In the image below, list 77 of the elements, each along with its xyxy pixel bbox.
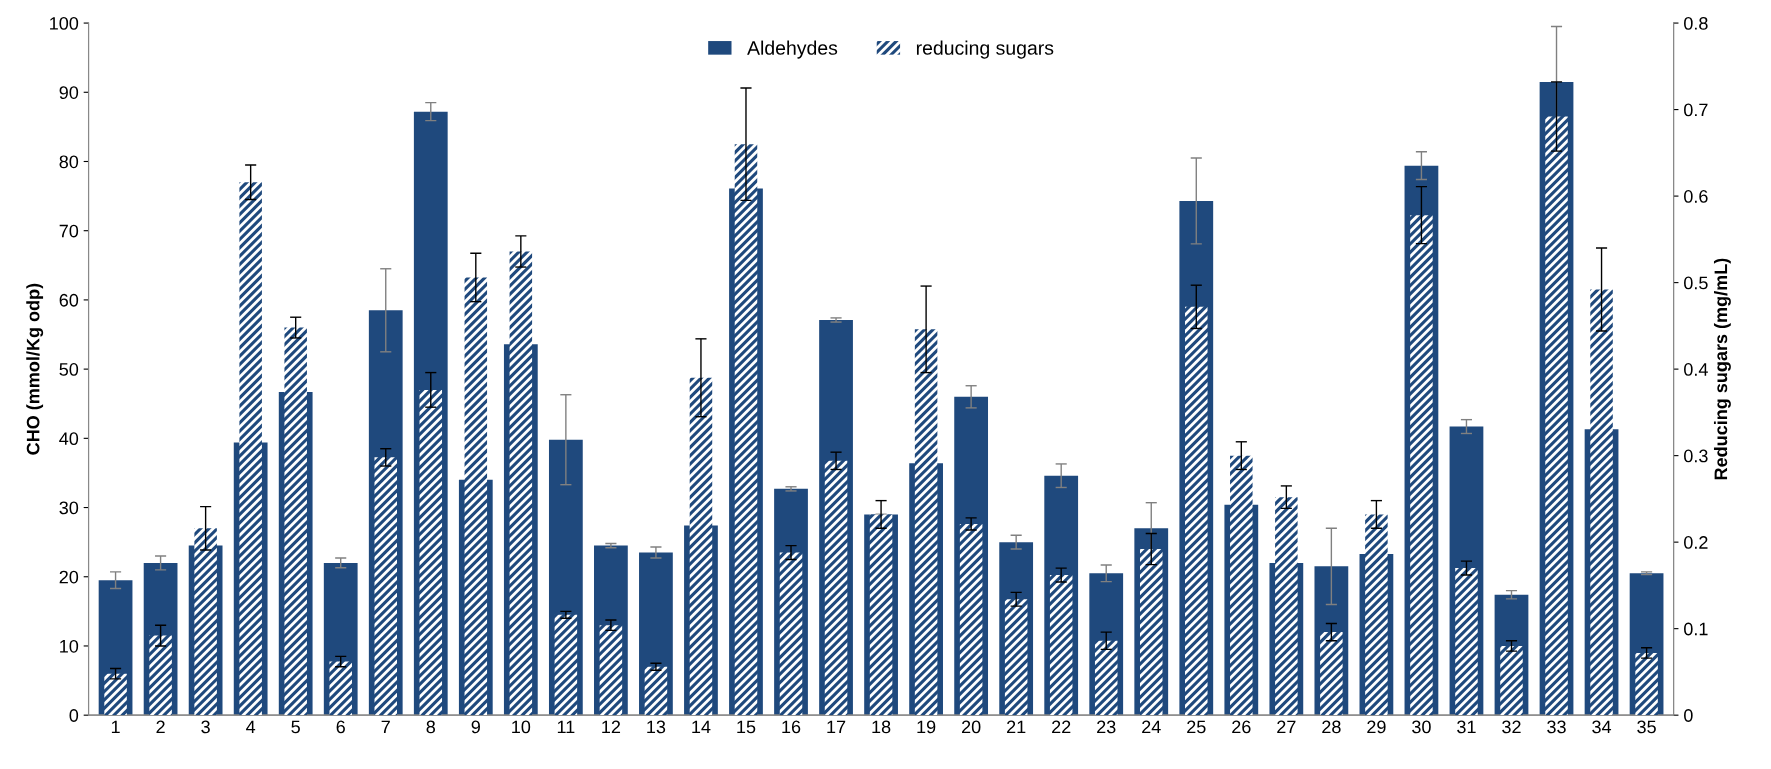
x-tick-label: 24 [1142, 720, 1161, 734]
x-tick-label: 29 [1367, 720, 1386, 734]
bar [419, 389, 443, 716]
bar [1094, 640, 1118, 716]
y-tick-label: 70 [59, 224, 79, 238]
y2-tick-label: 0.1 [1684, 622, 1708, 636]
legend-label: reducing sugars [916, 40, 1054, 59]
bar [779, 552, 803, 716]
x-tick-label: 33 [1547, 720, 1566, 734]
bar [104, 673, 127, 716]
x-tick-label: 3 [201, 720, 210, 734]
x-tick-label: 5 [291, 720, 300, 734]
x-tick-label: 22 [1052, 720, 1071, 734]
bar [329, 661, 352, 716]
y2-tick-label: 0.4 [1684, 363, 1708, 376]
x-tick-label: 28 [1322, 720, 1341, 734]
x-tick-label: 19 [917, 720, 936, 734]
bar [149, 635, 172, 716]
y2-axis-title: Reducing sugars (mg/mL) [1713, 258, 1731, 480]
bar [824, 460, 848, 716]
bar [1500, 645, 1523, 716]
bar [1049, 575, 1073, 716]
x-tick-label: 16 [782, 720, 801, 734]
bar [644, 666, 668, 716]
y-tick-label: 60 [59, 293, 79, 307]
x-tick-label: 8 [426, 720, 436, 734]
bar [1004, 599, 1028, 716]
x-tick-label: 15 [737, 720, 756, 734]
y2-tick-label: 0.2 [1684, 536, 1708, 549]
x-tick-label: 30 [1412, 720, 1431, 734]
y-tick-label: 80 [59, 155, 79, 169]
x-tick-label: 2 [156, 720, 165, 734]
x-tick-label: 21 [1007, 720, 1026, 734]
bar [554, 614, 578, 716]
legend-label: Aldehydes [747, 40, 838, 59]
x-tick-label: 17 [827, 720, 846, 734]
bar [959, 523, 983, 716]
x-tick-label: 1 [111, 720, 120, 734]
y2-tick-label: 0.3 [1684, 449, 1708, 463]
x-tick-label: 9 [471, 720, 480, 734]
x-tick-label: 13 [647, 720, 666, 734]
x-tick-label: 34 [1592, 720, 1612, 734]
bar [374, 457, 397, 716]
x-tick-label: 35 [1637, 720, 1656, 734]
y-tick-label: 20 [59, 570, 79, 584]
bar [1455, 568, 1478, 716]
y2-tick-label: 0.6 [1684, 190, 1708, 203]
y2-tick-label: 0.8 [1684, 17, 1708, 30]
x-tick-label: 12 [602, 720, 621, 734]
x-tick-label: 4 [246, 720, 256, 734]
x-tick-label: 18 [872, 720, 891, 734]
x-tick-label: 14 [692, 720, 711, 734]
y2-tick-label: 0 [1684, 709, 1693, 722]
x-tick-label: 11 [557, 720, 575, 734]
x-tick-label: 6 [336, 720, 345, 734]
x-tick-label: 32 [1502, 720, 1521, 734]
y2-tick-label: 0.5 [1684, 276, 1708, 290]
bar [1635, 652, 1658, 716]
y-tick-label: 30 [59, 501, 79, 515]
bar [1320, 632, 1343, 716]
y-tick-label: 100 [50, 17, 79, 30]
x-tick-label: 7 [381, 720, 390, 734]
x-tick-label: 10 [512, 720, 531, 734]
y-tick-label: 10 [60, 639, 79, 653]
x-tick-label: 27 [1277, 720, 1296, 734]
x-tick-label: 26 [1232, 720, 1251, 734]
x-tick-label: 23 [1097, 720, 1116, 734]
y-tick-label: 40 [59, 432, 79, 446]
y2-tick-label: 0.7 [1684, 103, 1708, 117]
bar [599, 625, 623, 716]
y-axis-title: CHO (mmol/Kg odp) [26, 283, 44, 455]
x-tick-label: 20 [962, 720, 981, 734]
y-tick-label: 50 [59, 363, 79, 376]
y-tick-label: 0 [69, 709, 79, 722]
x-tick-label: 25 [1187, 720, 1206, 734]
y-tick-label: 90 [59, 86, 79, 99]
x-tick-label: 31 [1457, 720, 1476, 734]
